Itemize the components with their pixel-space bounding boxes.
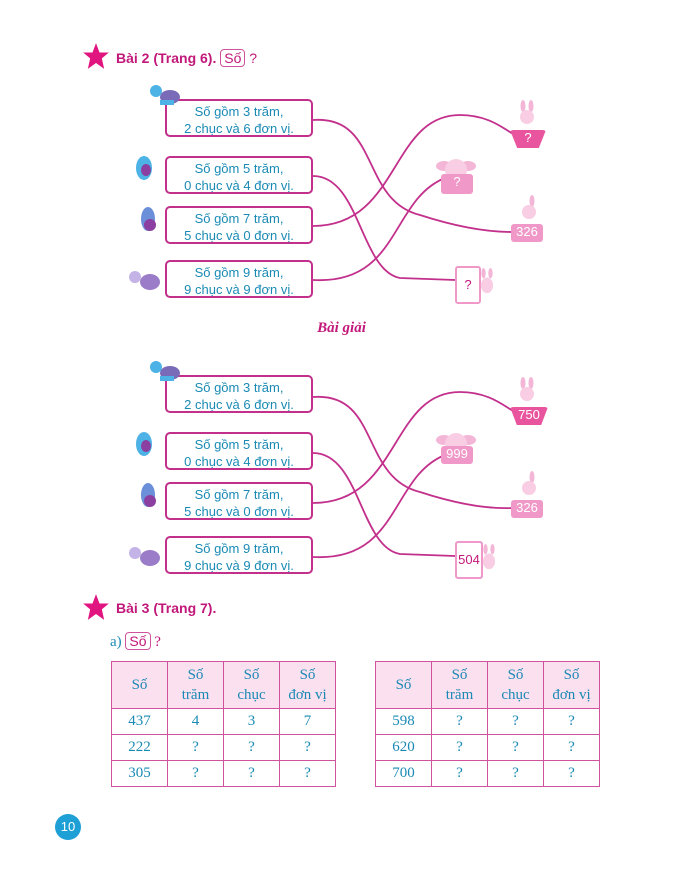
bunny-icon [520,377,534,401]
fish-character-icon [136,156,152,180]
card-answer: 504 [455,541,483,579]
star-icon [83,43,109,69]
cell: ? [431,734,488,761]
table-row: 222??? [111,734,336,761]
bunny-icon [520,100,534,124]
cell: ? [543,760,600,787]
cell: 598 [375,708,432,735]
solution-title: Bài giải [317,320,366,336]
table-row: 700??? [375,760,600,787]
solution-clue-box-1: Số gồm 3 trăm, 2 chục và 6 đơn vị. [165,375,313,413]
cell: ? [223,734,280,761]
cell: ? [431,760,488,787]
cell: ? [487,708,544,735]
table-header-row: Số Số trăm Số chục Số đơn vị [375,661,600,709]
header-cell: Số [111,661,168,709]
place-value-table-1: Số Số trăm Số chục Số đơn vị 437 4 3 7 222??? … [111,661,336,787]
fish-character-icon [141,483,156,507]
cell: 7 [279,708,336,735]
table-header-row: Số Số trăm Số chục Số đơn vị [111,661,336,709]
solution-clue-box-4: Số gồm 9 trăm, 9 chục và 9 đơn vị. [165,536,313,574]
table-row: 305??? [111,760,336,787]
card-tag: ? [455,266,481,304]
header-cell: Số trăm [431,661,488,709]
turtle-icon [150,361,180,381]
clue-box-2: Số gồm 5 trăm, 0 chục và 4 đơn vị. [165,156,313,194]
header-cell: Số đơn vị [543,661,600,709]
table-row: 437 4 3 7 [111,708,336,735]
clue-box-4: Số gồm 9 trăm, 9 chục và 9 đơn vị. [165,260,313,298]
cell: ? [223,760,280,787]
cell: 4 [167,708,224,735]
cell: 222 [111,734,168,761]
exercise-3-heading: Bài 3 (Trang 7). [116,600,217,616]
star-icon [83,594,109,620]
solution-clue-box-3: Số gồm 7 trăm, 5 chục và 0 đơn vị. [165,482,313,520]
exercise-2-heading: Bài 2 (Trang 6). Số ? [116,49,258,67]
cell: ? [279,734,336,761]
turtle-icon [150,85,180,105]
clue-box-3: Số gồm 7 trăm, 5 chục và 0 đơn vị. [165,206,313,244]
fish-character-icon [136,432,152,456]
cell: ? [487,760,544,787]
big-bunny-tag: ? [441,174,473,194]
cell: 305 [111,760,168,787]
basket-answer: 750 [510,407,548,425]
table-row: 598??? [375,708,600,735]
place-value-table-2: Số Số trăm Số chục Số đơn vị 598??? 620??? … [375,661,600,787]
cell: 620 [375,734,432,761]
clue-box-1: Số gồm 3 trăm, 2 chục và 6 đơn vị. [165,99,313,137]
cell: 700 [375,760,432,787]
bunny-icon [482,544,496,570]
cell: 437 [111,708,168,735]
big-bunny-answer: 999 [441,446,473,464]
header-cell: Số chục [223,661,280,709]
bunny-icon [522,471,536,495]
table-row: 620??? [375,734,600,761]
fish-character-icon [141,207,156,231]
solution-clue-box-2: Số gồm 5 trăm, 0 chục và 4 đơn vị. [165,432,313,470]
cell: ? [167,734,224,761]
cell: ? [543,734,600,761]
bunny-icon [480,268,494,294]
part-a-heading: a) Số ? [110,632,161,650]
cell: 3 [223,708,280,735]
header-cell: Số trăm [167,661,224,709]
small-bunny-answer: 326 [511,500,543,518]
cell: ? [543,708,600,735]
cell: ? [487,734,544,761]
cell: ? [167,760,224,787]
cell: ? [431,708,488,735]
page-number: 10 [55,814,81,840]
header-cell: Số [375,661,432,709]
turtle-icon [129,271,160,290]
cell: ? [279,760,336,787]
header-cell: Số chục [487,661,544,709]
turtle-icon [129,547,160,566]
bunny-icon [522,195,536,219]
header-cell: Số đơn vị [279,661,336,709]
basket-tag: ? [510,130,546,148]
small-bunny-tag: 326 [511,224,543,242]
